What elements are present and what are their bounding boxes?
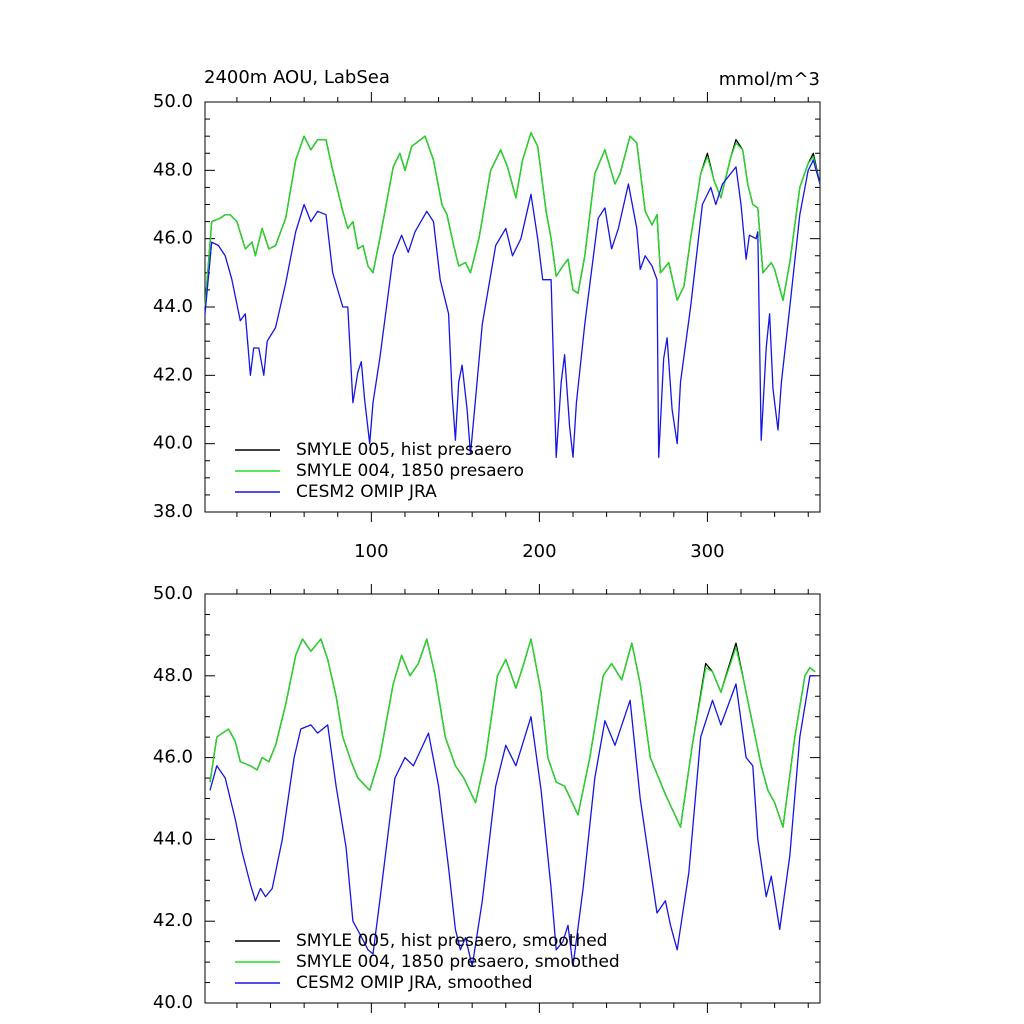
panel-title: 2400m AOU, LabSea	[204, 67, 390, 88]
series-line	[204, 159, 821, 458]
x-tick-label: 300	[690, 541, 724, 562]
y-tick-label: 38.0	[153, 501, 193, 522]
y-tick-label: 50.0	[153, 91, 193, 112]
legend-label: SMYLE 004, 1850 presaero, smoothed	[296, 952, 620, 972]
legend-label: CESM2 OMIP JRA	[296, 482, 437, 502]
y-tick-label: 48.0	[153, 665, 193, 686]
series-line	[204, 132, 821, 308]
y-tick-label: 44.0	[153, 828, 193, 849]
y-tick-label: 42.0	[153, 910, 193, 931]
series-line	[209, 638, 816, 828]
y-tick-label: 44.0	[153, 296, 193, 317]
units-label: mmol/m^3	[719, 69, 820, 90]
y-tick-label: 42.0	[153, 364, 193, 385]
legend-label: SMYLE 005, hist presaero, smoothed	[296, 931, 607, 951]
y-tick-label: 40.0	[153, 433, 193, 454]
y-tick-label: 46.0	[153, 747, 193, 768]
series-line	[204, 132, 821, 308]
legend-label: SMYLE 004, 1850 presaero	[296, 461, 524, 481]
y-tick-label: 40.0	[153, 992, 193, 1013]
y-tick-label: 50.0	[153, 583, 193, 604]
x-tick-label: 100	[354, 541, 388, 562]
x-tick-label: 200	[522, 541, 556, 562]
series-line	[209, 638, 816, 828]
series-line	[209, 675, 815, 967]
legend-label: CESM2 OMIP JRA, smoothed	[296, 973, 533, 993]
legend-label: SMYLE 005, hist presaero	[296, 440, 512, 460]
y-tick-label: 48.0	[153, 159, 193, 180]
y-tick-label: 46.0	[153, 228, 193, 249]
